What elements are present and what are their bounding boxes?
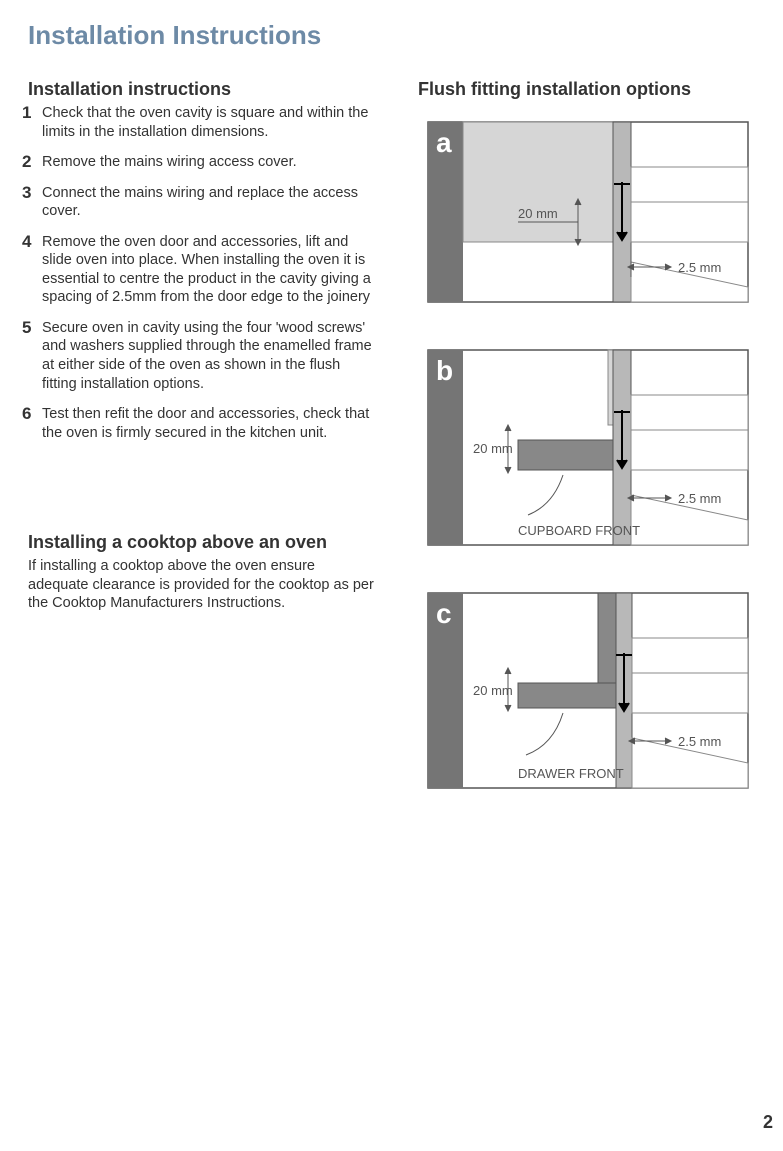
diagram-c-dim-top: 20 mm [473, 683, 513, 698]
cooktop-text: If installing a cooktop above the oven e… [28, 557, 378, 613]
step-number: 3 [22, 182, 31, 204]
step-item: 6 Test then refit the door and accessori… [28, 405, 378, 442]
diagram-a: a [418, 112, 758, 312]
diagram-b-dim-side: 2.5 mm [678, 491, 721, 506]
diagram-b-svg: b [418, 340, 758, 555]
step-item: 5 Secure oven in cavity using the four '… [28, 319, 378, 393]
left-column: Installation instructions 1 Check that t… [28, 79, 378, 826]
cooktop-heading: Installing a cooktop above an oven [28, 532, 378, 553]
step-text: Check that the oven cavity is square and… [42, 105, 368, 140]
diagram-c-dim-side: 2.5 mm [678, 734, 721, 749]
steps-list: 1 Check that the oven cavity is square a… [28, 104, 378, 442]
step-text: Remove the mains wiring access cover. [42, 154, 297, 170]
diagram-a-svg: a [418, 112, 758, 312]
instructions-heading: Installation instructions [28, 79, 378, 100]
step-number: 4 [22, 231, 31, 253]
diagram-a-letter: a [436, 127, 452, 158]
diagram-c: c [418, 583, 758, 798]
step-text: Secure oven in cavity using the four 'wo… [42, 320, 372, 392]
diagram-b-dim-top: 20 mm [473, 441, 513, 456]
step-item: 2 Remove the mains wiring access cover. [28, 153, 378, 172]
step-number: 2 [22, 151, 31, 173]
step-item: 1 Check that the oven cavity is square a… [28, 104, 378, 141]
diagram-b: b [418, 340, 758, 555]
step-text: Remove the oven door and accessories, li… [42, 234, 371, 306]
step-item: 3 Connect the mains wiring and replace t… [28, 184, 378, 221]
flush-heading: Flush fitting installation options [418, 79, 758, 100]
diagram-c-svg: c [418, 583, 758, 798]
step-text: Test then refit the door and accessories… [42, 406, 369, 441]
step-item: 4 Remove the oven door and accessories, … [28, 233, 378, 307]
step-number: 1 [22, 102, 31, 124]
diagram-c-letter: c [436, 598, 452, 629]
right-column: Flush fitting installation options a [418, 79, 758, 826]
diagram-a-dim-side: 2.5 mm [678, 260, 721, 275]
step-number: 5 [22, 317, 31, 339]
cooktop-section: Installing a cooktop above an oven If in… [28, 532, 378, 613]
diagram-b-letter: b [436, 355, 453, 386]
diagram-a-dim-top: 20 mm [518, 206, 558, 221]
step-text: Connect the mains wiring and replace the… [42, 185, 358, 220]
diagram-c-caption: DRAWER FRONT [518, 766, 624, 781]
diagram-b-caption: CUPBOARD FRONT [518, 523, 640, 538]
page-title: Installation Instructions [28, 20, 755, 51]
page-number: 2 [763, 1112, 773, 1133]
step-number: 6 [22, 403, 31, 425]
